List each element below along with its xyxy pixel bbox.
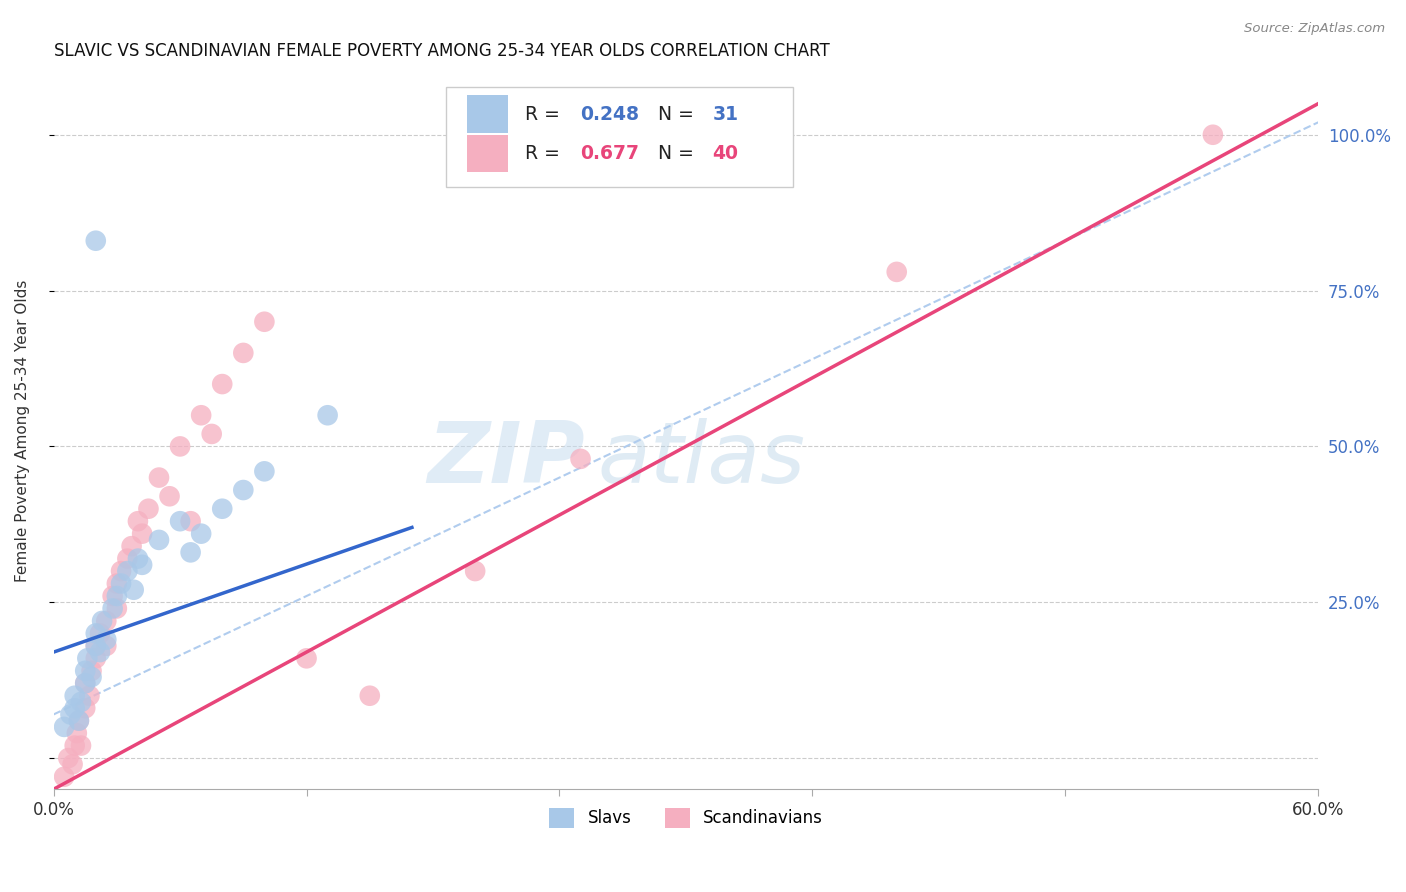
- Text: 0.677: 0.677: [579, 144, 638, 163]
- Point: [569, 451, 592, 466]
- Point: [84, 639, 107, 653]
- Point: [211, 501, 233, 516]
- Point: [169, 439, 191, 453]
- Point: [117, 551, 139, 566]
- Point: [105, 589, 128, 603]
- Point: [63, 689, 86, 703]
- Text: 40: 40: [713, 144, 738, 163]
- Point: [66, 726, 89, 740]
- Point: [75, 676, 97, 690]
- Point: [80, 664, 103, 678]
- Point: [67, 714, 90, 728]
- Point: [359, 689, 381, 703]
- Point: [253, 464, 276, 478]
- Text: 31: 31: [713, 104, 738, 123]
- Point: [169, 514, 191, 528]
- Point: [91, 614, 114, 628]
- Point: [70, 695, 93, 709]
- Point: [190, 526, 212, 541]
- Point: [127, 514, 149, 528]
- Point: [201, 426, 224, 441]
- Point: [127, 551, 149, 566]
- Point: [190, 409, 212, 423]
- Text: SLAVIC VS SCANDINAVIAN FEMALE POVERTY AMONG 25-34 YEAR OLDS CORRELATION CHART: SLAVIC VS SCANDINAVIAN FEMALE POVERTY AM…: [53, 42, 830, 60]
- Point: [117, 564, 139, 578]
- Point: [62, 757, 84, 772]
- Point: [316, 409, 339, 423]
- Point: [75, 664, 97, 678]
- Text: N =: N =: [658, 144, 700, 163]
- Point: [96, 614, 118, 628]
- Text: ZIP: ZIP: [427, 418, 585, 501]
- Point: [75, 701, 97, 715]
- Text: Source: ZipAtlas.com: Source: ZipAtlas.com: [1244, 22, 1385, 36]
- Point: [70, 739, 93, 753]
- Point: [105, 601, 128, 615]
- Point: [84, 626, 107, 640]
- Point: [80, 670, 103, 684]
- Point: [96, 639, 118, 653]
- Point: [110, 576, 132, 591]
- Point: [58, 751, 80, 765]
- Text: 0.248: 0.248: [579, 104, 638, 123]
- Point: [75, 676, 97, 690]
- Point: [59, 707, 82, 722]
- Point: [84, 639, 107, 653]
- Point: [232, 483, 254, 497]
- Point: [105, 576, 128, 591]
- Point: [138, 501, 160, 516]
- Point: [232, 346, 254, 360]
- Point: [121, 539, 143, 553]
- Point: [148, 533, 170, 547]
- Point: [886, 265, 908, 279]
- Text: R =: R =: [526, 144, 567, 163]
- Point: [211, 377, 233, 392]
- Point: [131, 526, 153, 541]
- Point: [101, 601, 124, 615]
- Point: [148, 470, 170, 484]
- Point: [1202, 128, 1225, 142]
- Point: [131, 558, 153, 572]
- Point: [159, 489, 181, 503]
- Point: [180, 545, 202, 559]
- Bar: [467, 95, 508, 133]
- Point: [84, 651, 107, 665]
- Legend: Slavs, Scandinavians: Slavs, Scandinavians: [543, 801, 830, 835]
- Point: [53, 720, 76, 734]
- Point: [464, 564, 486, 578]
- Y-axis label: Female Poverty Among 25-34 Year Olds: Female Poverty Among 25-34 Year Olds: [15, 279, 30, 582]
- Point: [253, 315, 276, 329]
- Point: [63, 739, 86, 753]
- Text: atlas: atlas: [598, 418, 806, 501]
- Point: [89, 626, 111, 640]
- Bar: [467, 135, 508, 172]
- Point: [89, 645, 111, 659]
- Point: [84, 234, 107, 248]
- Point: [76, 651, 98, 665]
- Point: [63, 701, 86, 715]
- Point: [101, 589, 124, 603]
- Text: N =: N =: [658, 104, 700, 123]
- Point: [110, 564, 132, 578]
- Point: [79, 689, 101, 703]
- Text: R =: R =: [526, 104, 567, 123]
- Point: [295, 651, 318, 665]
- Point: [96, 632, 118, 647]
- Point: [122, 582, 145, 597]
- Point: [180, 514, 202, 528]
- FancyBboxPatch shape: [446, 87, 793, 187]
- Point: [67, 714, 90, 728]
- Point: [53, 770, 76, 784]
